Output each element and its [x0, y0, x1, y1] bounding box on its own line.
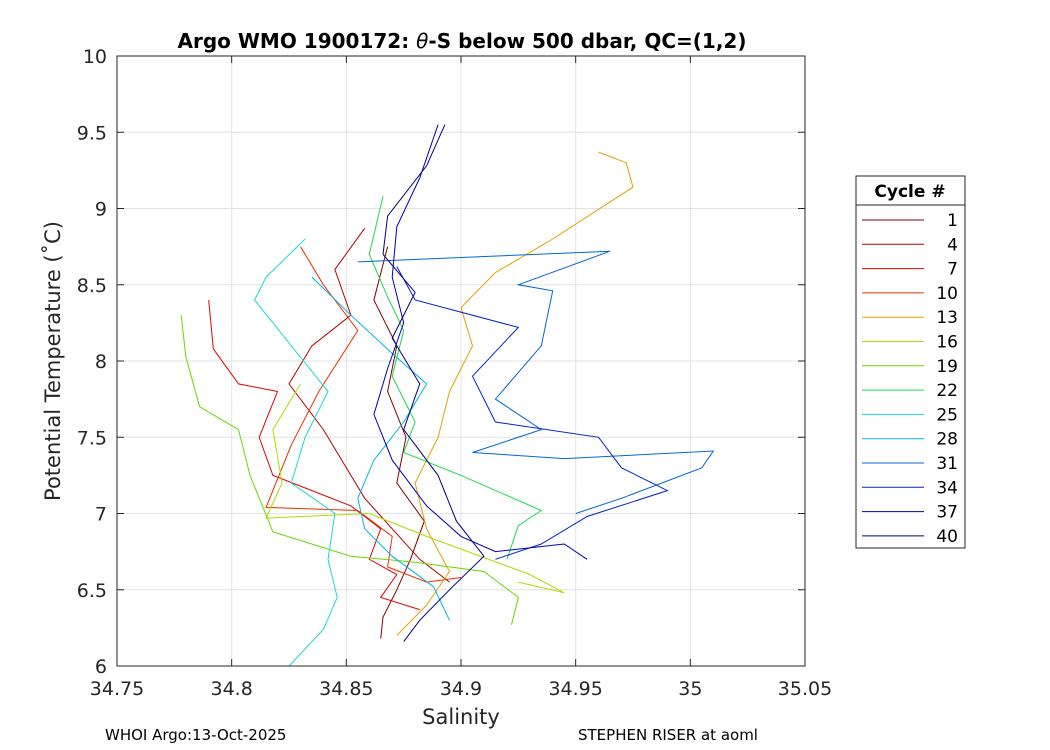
x-tick-label: 35 — [678, 678, 702, 700]
x-tick-label: 34.8 — [211, 678, 253, 700]
y-tick-label: 8.5 — [77, 275, 107, 297]
series-line-cycle-19 — [180, 315, 519, 625]
legend-label-cycle-34: 34 — [936, 478, 958, 498]
y-tick-label: 7.5 — [77, 427, 107, 449]
series-line-cycle-4 — [288, 228, 450, 583]
legend-entries: 1 4 7 10 13 16 19 22 25 28 31 34 37 40 — [862, 211, 958, 547]
series-line-cycle-31 — [357, 250, 715, 514]
series-line-cycle-7 — [208, 299, 420, 611]
series-line-cycle-16 — [265, 383, 565, 594]
y-tick-label: 8 — [95, 351, 107, 373]
x-axis-label: Salinity — [422, 705, 500, 729]
footer-left: WHOI Argo:13-Oct-2025 — [105, 726, 286, 744]
y-tick-label: 6 — [95, 656, 107, 678]
y-tick-label: 10 — [83, 46, 107, 68]
chart-title-suffix: -S below 500 dbar, QC=(1,2) — [428, 29, 746, 53]
legend-label-cycle-37: 37 — [936, 503, 958, 523]
legend-label-cycle-25: 25 — [936, 405, 958, 425]
legend-label-cycle-1: 1 — [947, 211, 958, 231]
legend: Cycle # 1 4 7 10 13 16 19 22 25 28 31 34 37 40 — [855, 175, 966, 549]
x-tick-label: 34.75 — [90, 678, 144, 700]
legend-label-cycle-40: 40 — [936, 527, 958, 547]
series-line-cycle-40 — [382, 124, 485, 642]
legend-label-cycle-10: 10 — [936, 284, 958, 304]
series-line-cycle-1 — [373, 246, 425, 639]
y-axis-label: Potential Temperature (˚C) — [41, 221, 65, 501]
chart-title-theta: θ — [416, 29, 428, 53]
y-tick-label: 9.5 — [77, 122, 107, 144]
legend-label-cycle-7: 7 — [947, 260, 958, 280]
legend-label-cycle-4: 4 — [947, 235, 958, 255]
legend-label-cycle-31: 31 — [936, 454, 958, 474]
series-line-cycle-22 — [368, 196, 543, 560]
y-tick-label: 6.5 — [77, 580, 107, 602]
series-line-cycle-25 — [254, 238, 338, 666]
footer-right: STEPHEN RISER at aoml — [578, 726, 758, 744]
tick-layer: 34.75 34.8 34.85 34.9 34.95 35 35.05 6 6.5 7 7.5 8 8… — [77, 46, 832, 700]
legend-box — [855, 175, 966, 549]
y-tick-label: 9 — [95, 199, 107, 221]
series-line-cycle-37 — [373, 124, 588, 560]
x-tick-label: 34.9 — [440, 678, 482, 700]
x-tick-label: 34.95 — [548, 678, 602, 700]
y-tick-label: 7 — [95, 504, 107, 526]
legend-label-cycle-22: 22 — [936, 381, 958, 401]
legend-label-cycle-19: 19 — [936, 357, 958, 377]
series-line-cycle-10 — [265, 246, 462, 583]
series-line-cycle-28 — [311, 276, 450, 621]
x-tick-label: 34.85 — [319, 678, 373, 700]
series-line-cycle-13 — [396, 151, 634, 636]
series-line-cycle-34 — [396, 266, 669, 560]
legend-label-cycle-28: 28 — [936, 430, 958, 450]
chart-title-prefix: Argo WMO 1900172: — [178, 29, 417, 53]
x-tick-label: 35.05 — [778, 678, 832, 700]
legend-title: Cycle # — [874, 182, 945, 202]
chart-title: Argo WMO 1900172: θ-S below 500 dbar, QC… — [178, 29, 747, 53]
legend-label-cycle-13: 13 — [936, 308, 958, 328]
legend-label-cycle-16: 16 — [936, 333, 958, 353]
series-layer — [180, 124, 715, 666]
